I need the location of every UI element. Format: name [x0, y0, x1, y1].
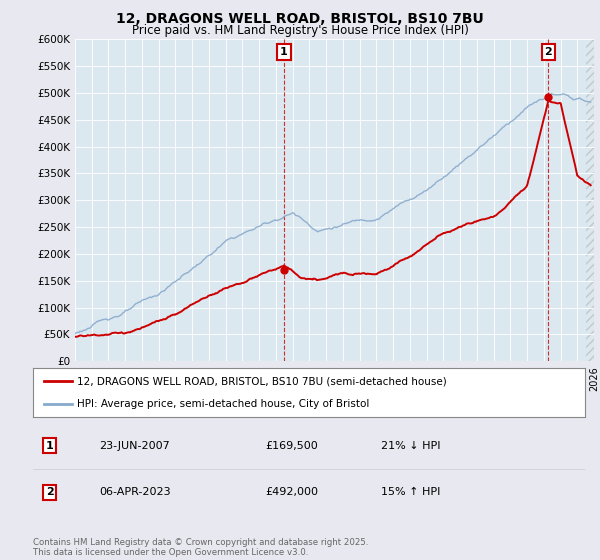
Text: 15% ↑ HPI: 15% ↑ HPI: [381, 487, 440, 497]
Text: 21% ↓ HPI: 21% ↓ HPI: [381, 441, 440, 451]
Text: 12, DRAGONS WELL ROAD, BRISTOL, BS10 7BU (semi-detached house): 12, DRAGONS WELL ROAD, BRISTOL, BS10 7BU…: [77, 376, 447, 386]
Text: 06-APR-2023: 06-APR-2023: [99, 487, 171, 497]
Text: 12, DRAGONS WELL ROAD, BRISTOL, BS10 7BU: 12, DRAGONS WELL ROAD, BRISTOL, BS10 7BU: [116, 12, 484, 26]
Text: 2: 2: [46, 487, 53, 497]
Text: HPI: Average price, semi-detached house, City of Bristol: HPI: Average price, semi-detached house,…: [77, 399, 370, 409]
Text: £169,500: £169,500: [265, 441, 317, 451]
Text: £492,000: £492,000: [265, 487, 318, 497]
Text: 2: 2: [544, 47, 552, 57]
Text: Price paid vs. HM Land Registry's House Price Index (HPI): Price paid vs. HM Land Registry's House …: [131, 24, 469, 36]
Bar: [586, 39, 594, 361]
Text: 1: 1: [46, 441, 53, 451]
Text: 1: 1: [280, 47, 288, 57]
Text: Contains HM Land Registry data © Crown copyright and database right 2025.
This d: Contains HM Land Registry data © Crown c…: [33, 538, 368, 557]
Text: 23-JUN-2007: 23-JUN-2007: [99, 441, 170, 451]
